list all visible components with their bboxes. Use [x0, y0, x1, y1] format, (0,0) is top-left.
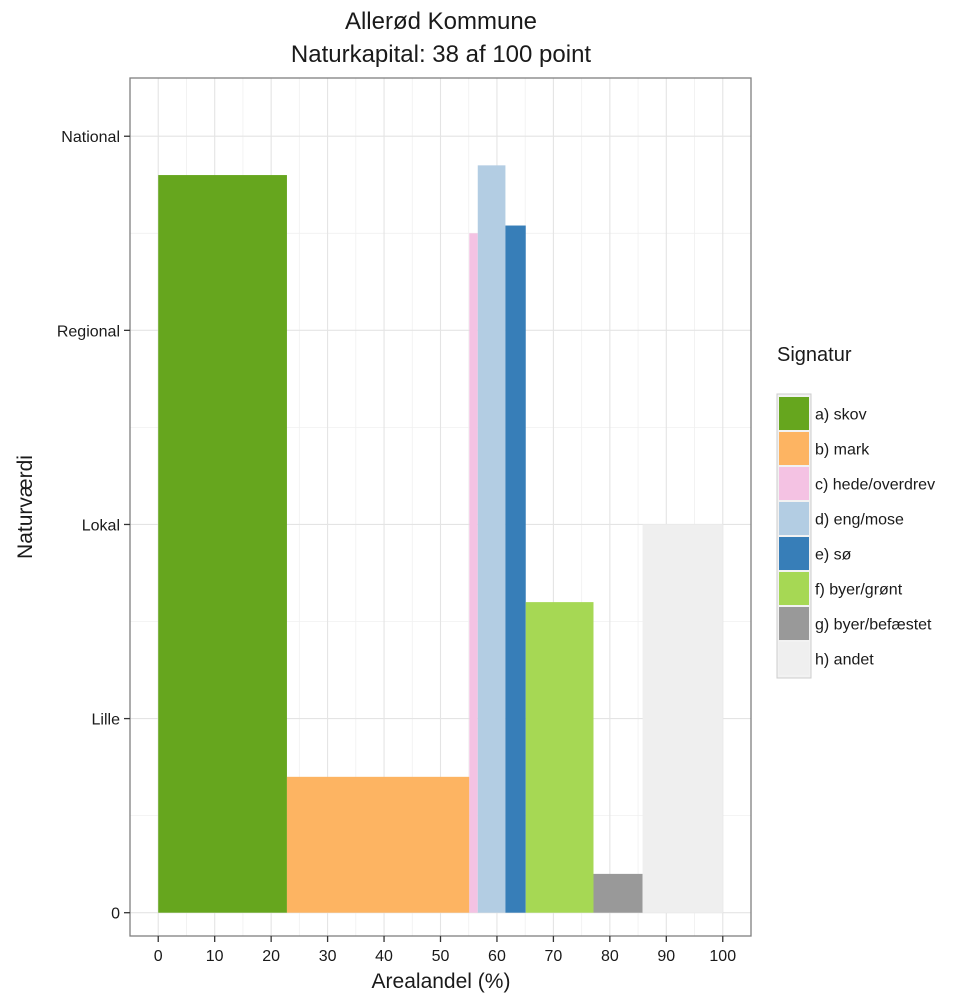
- bar-2: [286, 776, 470, 913]
- y-tick-label: 0: [111, 906, 120, 923]
- legend-swatch: [779, 537, 809, 570]
- y-axis: 0 Lille Lokal Regional National: [57, 129, 130, 923]
- legend-swatch: [779, 397, 809, 430]
- chart-title-line-2: Naturkapital: 38 af 100 point: [291, 41, 592, 68]
- x-tick-label: 0: [154, 948, 163, 965]
- legend: Signatur a) skov b) mark c) hede/overdrev d…: [776, 344, 935, 679]
- x-axis-title: Arealandel (%): [372, 970, 511, 993]
- legend-label: b) mark: [815, 442, 870, 459]
- x-tick-label: 60: [488, 948, 506, 965]
- legend-label: a) skov: [815, 407, 867, 424]
- legend-label: e) sø: [815, 547, 852, 564]
- x-tick-label: 100: [709, 948, 736, 965]
- legend-title: Signatur: [777, 344, 852, 366]
- y-tick-label: Lokal: [82, 517, 120, 534]
- bar-1: [158, 175, 287, 913]
- x-tick-label: 40: [375, 948, 393, 965]
- y-tick-label: National: [61, 129, 120, 146]
- chart-title-line-1: Allerød Kommune: [345, 8, 537, 35]
- legend-label: f) byer/grønt: [815, 582, 903, 599]
- y-axis-title: Naturværdi: [14, 455, 37, 559]
- x-tick-label: 20: [262, 948, 280, 965]
- legend-swatch: [779, 467, 809, 500]
- x-axis: 0 10 20 30 40 50 60 70 80 90 100: [154, 936, 736, 965]
- x-tick-label: 80: [601, 948, 619, 965]
- bar-7: [593, 873, 643, 913]
- bar-4: [477, 165, 506, 913]
- x-tick-label: 10: [206, 948, 224, 965]
- y-tick-label: Regional: [57, 323, 120, 340]
- x-tick-label: 30: [319, 948, 337, 965]
- legend-swatch: [779, 607, 809, 640]
- bar-6: [525, 602, 594, 913]
- bar-5: [505, 225, 526, 913]
- legend-label: h) andet: [815, 652, 874, 669]
- chart-title: Allerød Kommune Naturkapital: 38 af 100 …: [291, 8, 592, 68]
- bars: [158, 165, 723, 913]
- x-tick-label: 90: [657, 948, 675, 965]
- bar-3: [469, 233, 478, 913]
- legend-swatch: [779, 432, 809, 465]
- legend-swatch: [779, 502, 809, 535]
- y-tick-label: Lille: [92, 712, 121, 729]
- legend-label: d) eng/mose: [815, 512, 904, 529]
- legend-swatch: [779, 572, 809, 605]
- x-tick-label: 70: [545, 948, 563, 965]
- x-tick-label: 50: [432, 948, 450, 965]
- legend-swatch: [779, 642, 809, 675]
- legend-label: g) byer/befæstet: [815, 617, 932, 634]
- bar-8: [642, 524, 723, 913]
- legend-label: c) hede/overdrev: [815, 477, 935, 494]
